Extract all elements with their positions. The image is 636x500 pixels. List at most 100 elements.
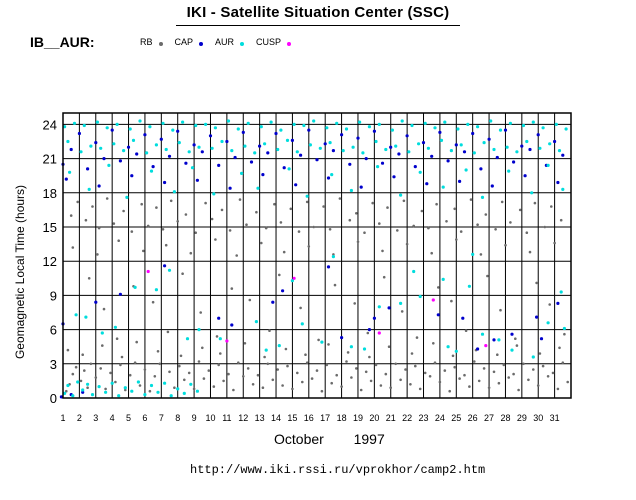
point-rb	[428, 375, 432, 378]
point-cap	[510, 332, 514, 336]
point-rb	[332, 253, 335, 256]
point-cap	[86, 167, 90, 171]
y-tick-label: 3	[50, 357, 57, 372]
point-aur	[410, 123, 414, 128]
x-tick-label: 23	[419, 413, 429, 423]
point-cap	[520, 144, 524, 148]
point-rb	[533, 201, 537, 205]
x-tick-label: 30	[533, 413, 543, 423]
point-rb	[222, 379, 225, 383]
point-cap	[392, 175, 396, 179]
point-rb	[214, 238, 217, 241]
point-cap	[492, 338, 496, 342]
point-aur	[426, 146, 430, 150]
point-rb	[450, 299, 453, 303]
point-rb	[556, 387, 560, 391]
point-aur	[443, 120, 447, 124]
point-cusp	[146, 269, 150, 274]
point-cap	[326, 176, 331, 180]
point-rb	[183, 378, 186, 382]
point-cap	[110, 128, 114, 132]
point-aur	[269, 120, 273, 124]
x-axis-month-label: October 1997	[274, 431, 385, 447]
point-aur	[349, 345, 353, 349]
point-rb	[91, 205, 94, 208]
point-cap	[511, 160, 516, 164]
point-rb	[155, 206, 158, 209]
point-cap	[331, 149, 335, 153]
point-rb	[227, 372, 230, 376]
plot-frame	[62, 112, 572, 399]
point-cusp	[431, 298, 435, 302]
point-rb	[322, 205, 325, 208]
point-cap	[307, 128, 311, 132]
legend-label-aur: AUR	[215, 37, 235, 47]
point-rb	[197, 360, 201, 363]
point-aur	[300, 322, 304, 326]
point-cap	[462, 150, 467, 154]
point-aur	[97, 385, 101, 389]
point-rb	[566, 380, 569, 384]
point-aur	[441, 185, 445, 189]
point-rb	[363, 231, 366, 234]
point-cap	[294, 183, 298, 187]
point-rb	[553, 241, 556, 245]
point-aur	[125, 195, 129, 199]
point-aur	[449, 149, 453, 153]
point-aur	[100, 331, 104, 335]
point-rb	[261, 386, 265, 390]
point-rb	[312, 225, 316, 229]
point-rb	[138, 384, 142, 387]
point-rb	[463, 373, 466, 377]
point-aur	[105, 126, 109, 130]
point-cap	[163, 264, 167, 268]
point-cap	[359, 185, 363, 189]
point-cusp	[484, 344, 488, 348]
point-aur	[279, 128, 283, 132]
point-aur	[546, 163, 550, 167]
point-rb	[235, 254, 238, 257]
point-rb	[430, 251, 434, 255]
point-aur	[169, 394, 173, 398]
point-aur	[349, 188, 353, 193]
point-cap	[380, 161, 385, 165]
point-rb	[507, 376, 511, 379]
point-cap	[446, 159, 450, 163]
point-rb	[284, 347, 288, 351]
x-tick-label: 25	[451, 413, 461, 423]
point-rb	[476, 223, 479, 226]
point-cap	[436, 313, 440, 317]
grid-lines	[62, 113, 572, 399]
point-cap	[97, 184, 101, 188]
point-aur	[197, 145, 201, 149]
point-cap	[200, 150, 204, 154]
point-rb	[119, 363, 122, 367]
point-cap	[536, 133, 540, 137]
point-aur	[407, 150, 411, 154]
point-rb	[453, 365, 457, 369]
point-cap	[126, 145, 131, 149]
point-rb	[207, 369, 211, 372]
point-rb	[124, 388, 127, 392]
point-rb	[396, 229, 399, 232]
point-rb	[212, 385, 216, 388]
point-aur	[161, 121, 165, 125]
point-rb	[161, 228, 165, 231]
point-rb	[486, 274, 489, 278]
point-aur	[63, 125, 67, 129]
point-aur	[63, 391, 67, 395]
point-rb	[84, 218, 88, 222]
point-rb	[246, 367, 250, 370]
point-aur	[312, 119, 316, 123]
point-aur	[95, 120, 99, 124]
point-rb	[268, 329, 271, 333]
point-rb	[473, 360, 476, 363]
point-cap	[217, 316, 221, 320]
point-rb	[251, 383, 255, 386]
point-rb	[273, 202, 276, 206]
point-rb	[448, 389, 452, 393]
legend-item-aur: AUR	[215, 37, 245, 47]
point-cap	[81, 390, 85, 394]
point-cap	[230, 323, 234, 327]
y-tick-label: 6	[50, 323, 57, 338]
